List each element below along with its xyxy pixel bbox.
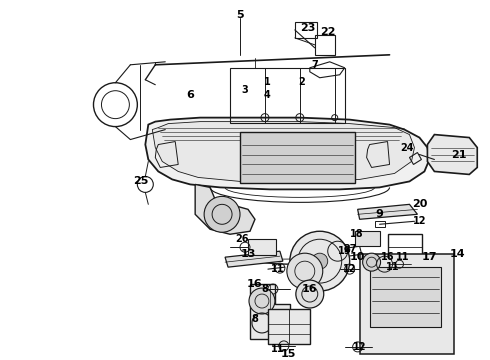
- Text: 2: 2: [298, 77, 305, 87]
- Bar: [240, 131, 355, 183]
- Text: 14: 14: [449, 249, 465, 259]
- Text: 16: 16: [381, 252, 394, 262]
- Bar: [388, 234, 422, 289]
- Bar: [369, 267, 441, 327]
- Text: 8: 8: [251, 314, 258, 324]
- Text: 4: 4: [264, 90, 270, 100]
- Circle shape: [287, 253, 323, 289]
- Text: 25: 25: [133, 176, 148, 186]
- Polygon shape: [427, 135, 477, 175]
- Text: 1: 1: [264, 77, 270, 87]
- Circle shape: [249, 288, 275, 314]
- Polygon shape: [195, 184, 255, 234]
- Text: 11: 11: [271, 344, 285, 354]
- Polygon shape: [152, 122, 415, 183]
- Circle shape: [204, 196, 240, 232]
- Text: 26: 26: [235, 234, 249, 244]
- Text: 12: 12: [343, 264, 356, 274]
- Text: 13: 13: [240, 249, 256, 259]
- Text: 16: 16: [247, 279, 263, 289]
- Bar: [315, 35, 335, 55]
- Circle shape: [290, 231, 350, 291]
- Text: 24: 24: [401, 143, 414, 153]
- Bar: [355, 231, 380, 246]
- Text: 6: 6: [186, 90, 194, 100]
- Text: 12: 12: [353, 342, 367, 352]
- Text: 9: 9: [376, 209, 384, 219]
- Text: 11: 11: [396, 252, 409, 262]
- Bar: [295, 22, 317, 38]
- Text: 7: 7: [312, 60, 318, 70]
- Text: 5: 5: [236, 10, 244, 20]
- Text: 8: 8: [262, 284, 269, 294]
- Bar: [374, 221, 385, 227]
- Text: 18: 18: [350, 229, 364, 239]
- Text: 19: 19: [338, 246, 351, 256]
- Text: 11: 11: [386, 262, 399, 272]
- Text: 11: 11: [271, 264, 285, 274]
- Bar: [268, 309, 310, 344]
- Text: 15: 15: [281, 349, 296, 359]
- Circle shape: [296, 280, 324, 308]
- Polygon shape: [250, 284, 290, 339]
- Text: 12: 12: [413, 216, 426, 226]
- Polygon shape: [146, 118, 429, 189]
- Bar: [248, 239, 276, 255]
- Text: 27: 27: [343, 244, 356, 254]
- Circle shape: [312, 253, 328, 269]
- Text: 3: 3: [242, 85, 248, 95]
- Polygon shape: [358, 204, 417, 219]
- Text: 23: 23: [300, 23, 316, 33]
- Text: 21: 21: [452, 149, 467, 159]
- Circle shape: [363, 253, 381, 271]
- Text: 20: 20: [412, 199, 427, 210]
- Text: 16: 16: [302, 284, 318, 294]
- Text: 10: 10: [350, 252, 366, 262]
- Polygon shape: [225, 251, 283, 267]
- Text: 17: 17: [422, 252, 437, 262]
- Bar: [360, 254, 454, 354]
- Bar: [230, 68, 344, 123]
- Text: 22: 22: [320, 27, 336, 37]
